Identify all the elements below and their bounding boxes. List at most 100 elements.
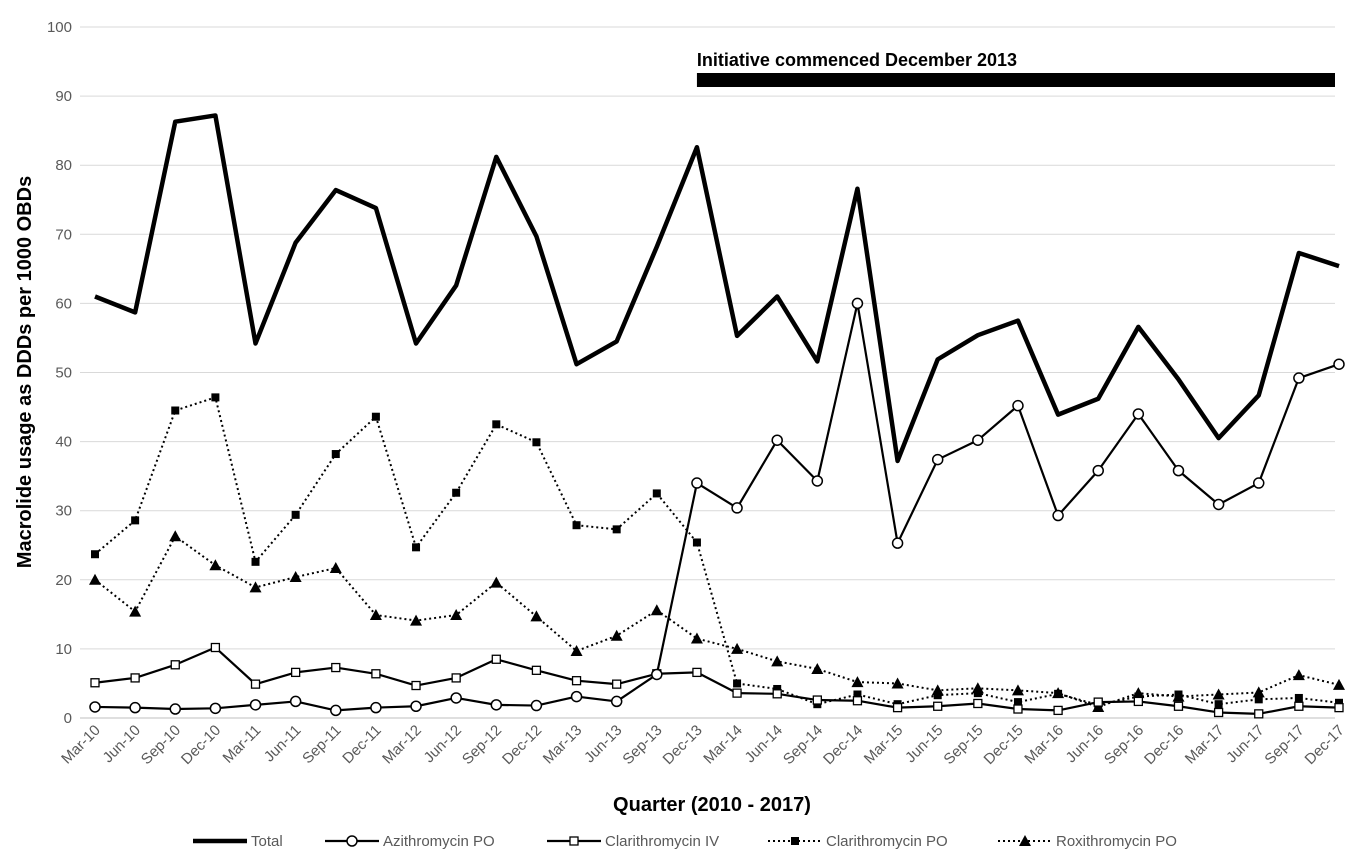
legend-item-roxithromycin-po: Roxithromycin PO bbox=[998, 833, 1177, 850]
series-roxithromycin-po bbox=[89, 530, 1345, 712]
y-tick-label: 40 bbox=[55, 434, 72, 451]
x-tick-label: Dec-15 bbox=[981, 722, 1027, 768]
data-point-clarithromycin-po bbox=[773, 684, 782, 693]
data-point-roxithromycin-po bbox=[490, 576, 503, 588]
data-point-clarithromycin-iv bbox=[812, 695, 822, 705]
data-point-azithromycin-po bbox=[731, 502, 743, 514]
data-point-azithromycin-po bbox=[330, 704, 342, 717]
data-point-roxithromycin-po bbox=[1252, 686, 1265, 698]
data-point-roxithromycin-po bbox=[891, 677, 904, 689]
series-line-clarithromycin-iv bbox=[94, 646, 1340, 715]
data-point-clarithromycin-iv bbox=[1254, 709, 1264, 719]
data-point-roxithromycin-po bbox=[610, 629, 623, 641]
data-point-clarithromycin-po bbox=[291, 510, 300, 519]
series-total bbox=[94, 113, 1340, 464]
data-point-clarithromycin-iv bbox=[732, 688, 742, 698]
data-point-roxithromycin-po bbox=[289, 571, 302, 583]
series-clarithromycin-iv bbox=[90, 642, 1344, 719]
data-point-roxithromycin-po bbox=[1292, 669, 1305, 681]
x-tick-label: Mar-16 bbox=[1021, 722, 1067, 768]
data-point-azithromycin-po bbox=[129, 701, 141, 714]
data-point-roxithromycin-po bbox=[771, 655, 784, 667]
data-point-clarithromycin-po bbox=[1134, 692, 1143, 701]
data-point-roxithromycin-po bbox=[650, 604, 663, 616]
data-point-azithromycin-po bbox=[1333, 358, 1345, 370]
data-point-clarithromycin-po bbox=[692, 538, 701, 547]
legend-marker bbox=[346, 835, 358, 847]
initiative-annotation: Initiative commenced December 2013 bbox=[696, 50, 1335, 87]
series-line-clarithromycin-po bbox=[94, 396, 1340, 706]
data-point-clarithromycin-iv bbox=[1213, 707, 1224, 718]
data-point-roxithromycin-po bbox=[369, 609, 382, 621]
data-point-roxithromycin-po bbox=[851, 676, 864, 688]
data-point-azithromycin-po bbox=[1132, 408, 1145, 420]
x-tick-label: Mar-11 bbox=[220, 722, 265, 767]
data-point-roxithromycin-po bbox=[811, 662, 824, 674]
data-point-clarithromycin-iv bbox=[1093, 697, 1103, 707]
data-point-clarithromycin-po bbox=[251, 557, 260, 566]
data-point-clarithromycin-po bbox=[973, 689, 982, 698]
data-point-clarithromycin-iv bbox=[1133, 696, 1144, 707]
x-tick-label: Dec-10 bbox=[178, 722, 224, 768]
data-point-clarithromycin-iv bbox=[892, 702, 903, 713]
data-point-azithromycin-po bbox=[490, 699, 503, 711]
gridlines bbox=[80, 26, 1335, 719]
x-tick-label: Jun-12 bbox=[421, 722, 465, 766]
data-point-clarithromycin-po bbox=[452, 488, 461, 497]
x-tick-label: Jun-11 bbox=[261, 722, 305, 766]
data-point-clarithromycin-iv bbox=[1053, 705, 1063, 716]
data-point-clarithromycin-iv bbox=[852, 696, 863, 706]
data-point-azithromycin-po bbox=[169, 703, 182, 715]
x-tick-label: Sep-14 bbox=[780, 722, 826, 768]
data-point-clarithromycin-iv bbox=[130, 673, 140, 683]
data-point-clarithromycin-iv bbox=[90, 678, 100, 688]
x-tick-label: Mar-17 bbox=[1182, 722, 1228, 768]
data-point-clarithromycin-po bbox=[1174, 690, 1183, 699]
x-tick-label: Sep-15 bbox=[940, 722, 986, 768]
initiative-label: Initiative commenced December 2013 bbox=[697, 50, 1017, 70]
x-axis-ticks: Mar-10Jun-10Sep-10Dec-10Mar-11Jun-11Sep-… bbox=[58, 722, 1348, 768]
initiative-bar bbox=[696, 73, 1335, 87]
data-point-azithromycin-po bbox=[370, 701, 382, 714]
data-point-clarithromycin-iv bbox=[612, 679, 622, 689]
data-point-azithromycin-po bbox=[1212, 498, 1225, 511]
x-tick-label: Mar-15 bbox=[861, 722, 907, 768]
data-point-roxithromycin-po bbox=[169, 530, 182, 542]
x-tick-label: Dec-17 bbox=[1302, 722, 1348, 768]
data-point-azithromycin-po bbox=[931, 453, 944, 466]
data-point-clarithromycin-iv bbox=[451, 673, 461, 683]
data-point-clarithromycin-iv bbox=[170, 660, 180, 670]
data-point-azithromycin-po bbox=[1172, 464, 1185, 477]
data-point-clarithromycin-po bbox=[933, 691, 942, 700]
x-tick-label: Jun-13 bbox=[581, 722, 625, 766]
y-axis-title: Macrolide usage as DDDs per 1000 OBDs bbox=[14, 176, 36, 568]
data-point-roxithromycin-po bbox=[530, 610, 543, 622]
x-tick-label: Sep-13 bbox=[619, 722, 665, 768]
y-tick-label: 90 bbox=[55, 88, 72, 105]
legend-marker bbox=[1019, 835, 1031, 846]
data-point-roxithromycin-po bbox=[1212, 688, 1225, 700]
data-point-clarithromycin-po bbox=[412, 543, 421, 552]
data-point-roxithromycin-po bbox=[1333, 678, 1345, 690]
data-point-clarithromycin-iv bbox=[973, 698, 983, 709]
x-tick-label: Sep-10 bbox=[138, 722, 184, 768]
y-tick-label: 70 bbox=[55, 226, 72, 243]
data-point-azithromycin-po bbox=[1252, 477, 1265, 489]
y-axis-ticks: 0 10 20 30 40 50 60 70 80 90 100 bbox=[47, 19, 72, 727]
legend-item-clarithromycin-po: Clarithromycin PO bbox=[768, 833, 948, 850]
series-azithromycin-po bbox=[89, 297, 1345, 717]
x-tick-label: Mar-10 bbox=[58, 722, 104, 768]
data-point-clarithromycin-iv bbox=[290, 667, 301, 678]
legend-label: Clarithromycin IV bbox=[605, 833, 719, 850]
x-tick-label: Mar-14 bbox=[700, 722, 746, 768]
data-point-azithromycin-po bbox=[209, 702, 222, 715]
x-tick-label: Jun-16 bbox=[1063, 722, 1107, 766]
data-point-clarithromycin-iv bbox=[210, 642, 221, 653]
data-point-clarithromycin-iv bbox=[531, 665, 542, 675]
y-tick-label: 0 bbox=[64, 710, 72, 727]
data-point-clarithromycin-po bbox=[612, 525, 621, 534]
series-line-azithromycin-po bbox=[94, 302, 1340, 712]
y-tick-label: 60 bbox=[55, 295, 72, 312]
data-point-clarithromycin-po bbox=[91, 550, 99, 559]
x-tick-label: Dec-14 bbox=[820, 722, 866, 768]
